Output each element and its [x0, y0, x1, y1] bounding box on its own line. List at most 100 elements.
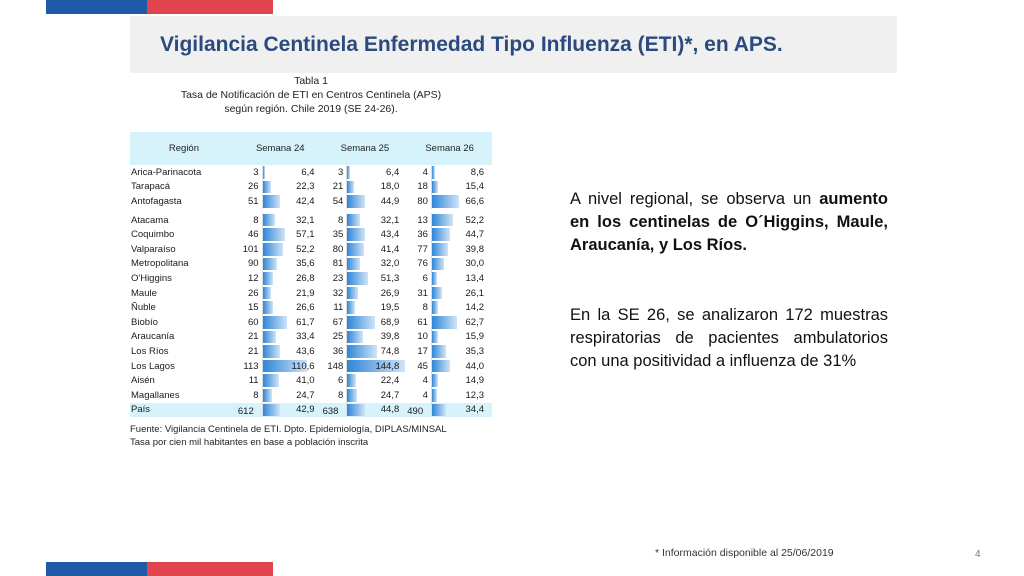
- rate-value: 43,4: [380, 229, 400, 241]
- rate-cell: 33,4: [261, 329, 323, 345]
- rate-value: 32,0: [380, 258, 400, 270]
- rate-cell: 44,8: [346, 402, 408, 418]
- rate-cell: 44,0: [430, 358, 492, 374]
- rate-value: 61,7: [296, 316, 315, 328]
- region-cell: Tarapacá: [131, 181, 171, 193]
- rate-cell: 6,4: [346, 165, 408, 180]
- region-cell: Ñuble: [131, 302, 156, 314]
- rate-bar: [347, 403, 366, 417]
- count-cell: 6: [422, 272, 428, 284]
- page-number: 4: [975, 549, 981, 560]
- count-cell: 77: [417, 243, 428, 255]
- rate-cell: 8,6: [430, 165, 492, 180]
- rate-cell: 44,7: [430, 227, 492, 242]
- rate-value: 39,8: [465, 243, 485, 255]
- rate-bar: [347, 315, 375, 329]
- rate-bar: [262, 257, 277, 271]
- rate-value: 39,8: [380, 331, 400, 343]
- rate-cell: 26,1: [430, 285, 492, 301]
- count-cell: 11: [333, 302, 344, 314]
- total-row: País 612 42,9 638 44,8 490 34,4: [130, 402, 492, 418]
- header-week-24: Semana 24: [237, 132, 323, 165]
- rate-cell: 41,4: [346, 241, 408, 257]
- rate-bar: [431, 213, 453, 227]
- rate-cell: 39,8: [430, 241, 492, 257]
- table-row: Los Ríos 21 43,6 36 74,8 17 35,3: [130, 344, 492, 359]
- count-cell: 54: [332, 195, 344, 207]
- rate-bar: [431, 403, 446, 417]
- rate-bar: [431, 242, 448, 256]
- count-cell: 18: [417, 181, 428, 193]
- rate-value: 15,4: [465, 181, 485, 193]
- rate-bar: [262, 315, 288, 329]
- notification-rate-table: Región Semana 24 Semana 25 Semana 26 Ari…: [130, 132, 492, 418]
- rate-value: 14,2: [465, 302, 485, 314]
- rate-cell: 22,4: [346, 373, 408, 388]
- rate-bar: [262, 345, 281, 358]
- rate-value: 51,3: [380, 272, 400, 284]
- rate-cell: 19,5: [346, 300, 408, 315]
- rate-bar: [431, 272, 438, 285]
- header-week-26: Semana 26: [407, 132, 492, 165]
- rate-cell: 14,9: [430, 373, 492, 388]
- region-cell: Los Lagos: [131, 360, 175, 372]
- rate-value: 52,2: [296, 243, 315, 255]
- count-cell: 4: [422, 375, 428, 387]
- header-week-25: Semana 25: [322, 132, 408, 165]
- count-cell: 36: [332, 345, 344, 357]
- count-cell: 6: [337, 375, 344, 387]
- rate-cell: 32,0: [346, 256, 408, 272]
- bottom-accent-red: [147, 562, 273, 576]
- rate-cell: 43,6: [261, 344, 323, 359]
- rate-bar: [347, 272, 368, 285]
- rate-value: 52,2: [465, 214, 485, 226]
- count-cell: 80: [332, 243, 344, 255]
- table-row: Biobío 60 61,7 67 68,9 61 62,7: [130, 314, 492, 330]
- rate-bar: [347, 195, 366, 208]
- table-row: Ñuble 15 26,6 11 19,5 8 14,2: [130, 300, 492, 315]
- count-cell: 8: [253, 389, 259, 401]
- count-cell: 8: [422, 302, 428, 314]
- count-cell: 45: [417, 360, 428, 372]
- rate-bar: [262, 403, 280, 417]
- rate-bar: [431, 315, 458, 329]
- rate-bar: [431, 195, 459, 208]
- rate-cell: 15,9: [430, 329, 492, 345]
- top-accent-red: [147, 0, 273, 14]
- region-cell: Los Ríos: [131, 345, 169, 357]
- rate-bar: [347, 166, 350, 179]
- rate-bar: [347, 330, 364, 344]
- region-cell: Atacama: [131, 214, 169, 226]
- rate-value: 24,7: [380, 389, 400, 401]
- rate-bar: [262, 272, 274, 285]
- count-cell: 25: [332, 331, 344, 343]
- footnote: * Información disponible al 25/06/2019: [655, 547, 834, 559]
- region-cell: País: [130, 402, 238, 418]
- rate-value: 14,9: [465, 375, 485, 387]
- count-cell: 21: [248, 331, 259, 343]
- rate-cell: 52,2: [430, 212, 492, 228]
- rate-cell: 14,2: [430, 300, 492, 315]
- rate-value: 12,3: [465, 389, 485, 401]
- rate-value: 43,6: [296, 345, 315, 357]
- rate-value: 34,4: [465, 404, 485, 416]
- count-cell: 15: [248, 302, 259, 314]
- table-row: Los Lagos 113 110,6 148 144,8 45 44,0: [130, 358, 492, 374]
- region-cell: Biobío: [131, 316, 158, 328]
- rate-cell: 43,4: [346, 227, 408, 242]
- rate-cell: 34,4: [430, 402, 492, 418]
- rate-cell: 12,3: [430, 387, 492, 403]
- rate-bar: [431, 301, 438, 314]
- rate-cell: 110,6: [261, 358, 323, 374]
- rate-cell: 15,4: [430, 179, 492, 195]
- table-row: Araucanía 21 33,4 25 39,8 10 15,9: [130, 329, 492, 345]
- count-cell: 31: [417, 287, 428, 299]
- samples-paragraph: En la SE 26, se analizaron 172 muestras …: [570, 306, 888, 370]
- count-cell: 35: [332, 229, 344, 241]
- rate-value: 110,6: [291, 360, 315, 372]
- count-cell: 490: [407, 402, 432, 418]
- region-cell: Maule: [131, 287, 157, 299]
- region-cell: O'Higgins: [131, 272, 172, 284]
- rate-value: 44,8: [380, 404, 400, 416]
- count-cell: 60: [248, 316, 259, 328]
